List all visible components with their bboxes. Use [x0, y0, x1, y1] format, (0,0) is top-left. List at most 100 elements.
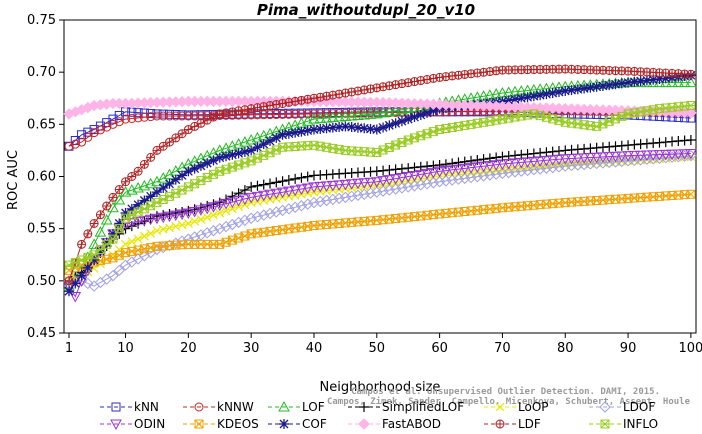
- point-ldof: [647, 153, 659, 165]
- point-simplifiedlof: [428, 160, 439, 171]
- point-cof: [114, 218, 125, 229]
- point-ldof: [609, 156, 622, 168]
- point-odin: [559, 154, 572, 165]
- point-simplifiedlof: [553, 146, 564, 157]
- point-odin: [251, 191, 264, 203]
- point-ldof: [433, 176, 446, 188]
- point-ldof: [264, 207, 276, 220]
- point-inflo: [183, 182, 193, 192]
- legend-item-simplifiedlof: SimplifiedLOF: [348, 400, 464, 414]
- point-ldof: [559, 160, 571, 172]
- point-inflo: [629, 108, 639, 118]
- point-inflo: [661, 103, 671, 113]
- legend-marker: [194, 419, 204, 429]
- point-inflo: [391, 140, 401, 150]
- point-ldf: [95, 210, 105, 220]
- point-odin: [232, 195, 245, 207]
- legend-marker: [110, 419, 122, 431]
- point-loop: [202, 212, 212, 222]
- point-ldf: [114, 185, 124, 195]
- credit-line-2: Campos, Zimek, Sander, Campello, Micenko…: [327, 396, 691, 407]
- point-cof: [415, 109, 426, 120]
- point-ldof: [358, 188, 370, 200]
- point-cof: [553, 86, 564, 97]
- point-cof: [616, 78, 627, 89]
- point-odin: [597, 152, 609, 163]
- point-knnw: [171, 111, 181, 121]
- point-odin: [169, 210, 182, 222]
- point-inflo: [384, 142, 394, 152]
- legend-item-kdeos: KDEOS: [183, 417, 259, 431]
- point-inflo: [504, 113, 514, 123]
- point-inflo: [127, 210, 137, 220]
- point-simplifiedlof: [541, 147, 552, 158]
- point-simplifiedlof: [685, 134, 696, 145]
- point-inflo: [77, 255, 87, 265]
- point-inflo: [227, 162, 237, 172]
- point-odin: [584, 153, 597, 164]
- point-odin: [176, 209, 188, 221]
- point-odin: [308, 182, 320, 193]
- point-knnw: [315, 109, 325, 119]
- point-simplifiedlof: [547, 146, 558, 157]
- point-simplifiedlof: [290, 173, 301, 184]
- point-cof: [516, 93, 527, 104]
- point-inflo: [372, 148, 382, 158]
- point-ldof: [201, 227, 213, 239]
- x-tick-label: 50: [369, 341, 386, 356]
- point-odin: [195, 205, 207, 216]
- point-simplifiedlof: [396, 163, 407, 174]
- point-knnw: [347, 108, 357, 118]
- point-ldof: [628, 154, 641, 167]
- point-cof: [145, 191, 156, 202]
- point-cof: [522, 92, 533, 103]
- credit-line-1: Campos et al. Unsupervised Outlier Detec…: [351, 386, 660, 397]
- point-cof: [572, 84, 583, 95]
- point-cof: [95, 246, 106, 257]
- point-lof: [100, 213, 113, 225]
- point-simplifiedlof: [459, 156, 470, 167]
- point-inflo: [642, 106, 652, 116]
- x-tick-label: 100: [678, 341, 702, 356]
- point-inflo: [89, 250, 99, 260]
- point-inflo: [604, 116, 614, 126]
- point-ldof: [232, 216, 245, 229]
- x-tick-label: 70: [494, 341, 511, 356]
- y-tick-label: 0.70: [27, 65, 56, 80]
- point-cof: [252, 142, 263, 153]
- point-inflo: [196, 176, 206, 186]
- point-ldof: [660, 152, 672, 164]
- point-odin: [364, 177, 377, 189]
- point-inflo: [479, 117, 489, 127]
- point-cof: [503, 95, 514, 106]
- point-cof: [340, 121, 351, 132]
- point-inflo: [83, 252, 93, 262]
- legend-item-ldf: LDF: [484, 417, 541, 431]
- point-ldof: [553, 161, 565, 173]
- point-inflo: [472, 118, 482, 128]
- point-ldof: [339, 191, 352, 204]
- point-inflo: [435, 125, 445, 135]
- y-axis-label: ROC AUC: [6, 150, 21, 210]
- point-lof: [352, 109, 364, 120]
- point-inflo: [667, 102, 677, 112]
- point-odin: [314, 181, 327, 193]
- point-kdeos: [227, 235, 237, 245]
- legend: kNN kNNW LOF SimplifiedLOF LoOP LDOF ODIN KDEOS…: [100, 400, 658, 431]
- point-cof: [390, 118, 401, 129]
- point-inflo: [516, 111, 526, 121]
- point-cof: [214, 152, 225, 163]
- point-cof: [133, 199, 144, 210]
- point-cof: [158, 182, 169, 193]
- point-inflo: [560, 117, 570, 127]
- point-odin: [433, 166, 446, 178]
- series-line-loop: [68, 156, 691, 282]
- point-ldof: [258, 209, 270, 221]
- legend-item-loop: LoOP: [484, 400, 549, 414]
- point-cof: [271, 132, 282, 143]
- point-inflo: [190, 179, 200, 189]
- point-loop: [196, 214, 206, 224]
- legend-item-ldof: LDOF: [589, 400, 655, 414]
- point-odin: [69, 291, 82, 303]
